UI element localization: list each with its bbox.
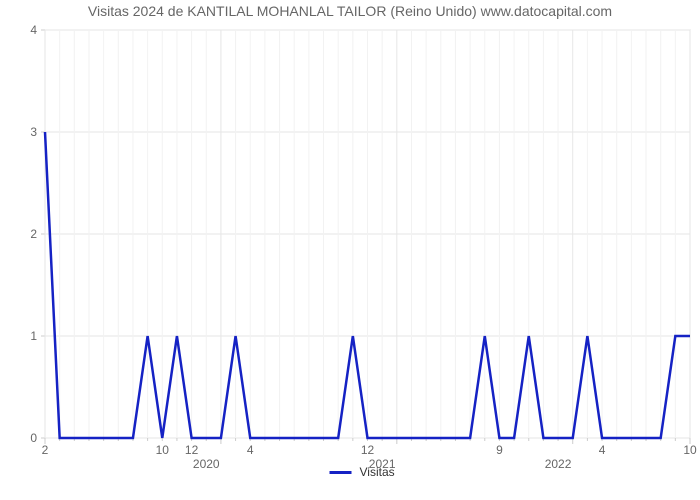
y-tick-label: 4 [30, 23, 37, 37]
legend-label: Visitas [360, 465, 395, 479]
x-tick-label: 10 [156, 443, 170, 457]
x-year-label: 2020 [193, 457, 220, 471]
x-tick-label: 4 [599, 443, 606, 457]
x-tick-label: 10 [683, 443, 697, 457]
visits-line-chart: 01234210124129410202020212022Visitas 202… [0, 0, 700, 500]
chart-title: Visitas 2024 de KANTILAL MOHANLAL TAILOR… [88, 3, 612, 19]
chart-container: { "chart": { "type": "line", "title": "V… [0, 0, 700, 500]
y-tick-label: 3 [30, 125, 37, 139]
x-tick-label: 9 [496, 443, 503, 457]
y-tick-label: 2 [30, 227, 37, 241]
x-tick-label: 4 [247, 443, 254, 457]
x-tick-label: 12 [185, 443, 199, 457]
chart-bg [0, 0, 700, 500]
x-year-label: 2022 [545, 457, 572, 471]
x-tick-label: 12 [361, 443, 375, 457]
x-tick-label: 2 [42, 443, 49, 457]
legend-swatch [330, 471, 352, 474]
y-tick-label: 0 [30, 431, 37, 445]
y-tick-label: 1 [30, 329, 37, 343]
